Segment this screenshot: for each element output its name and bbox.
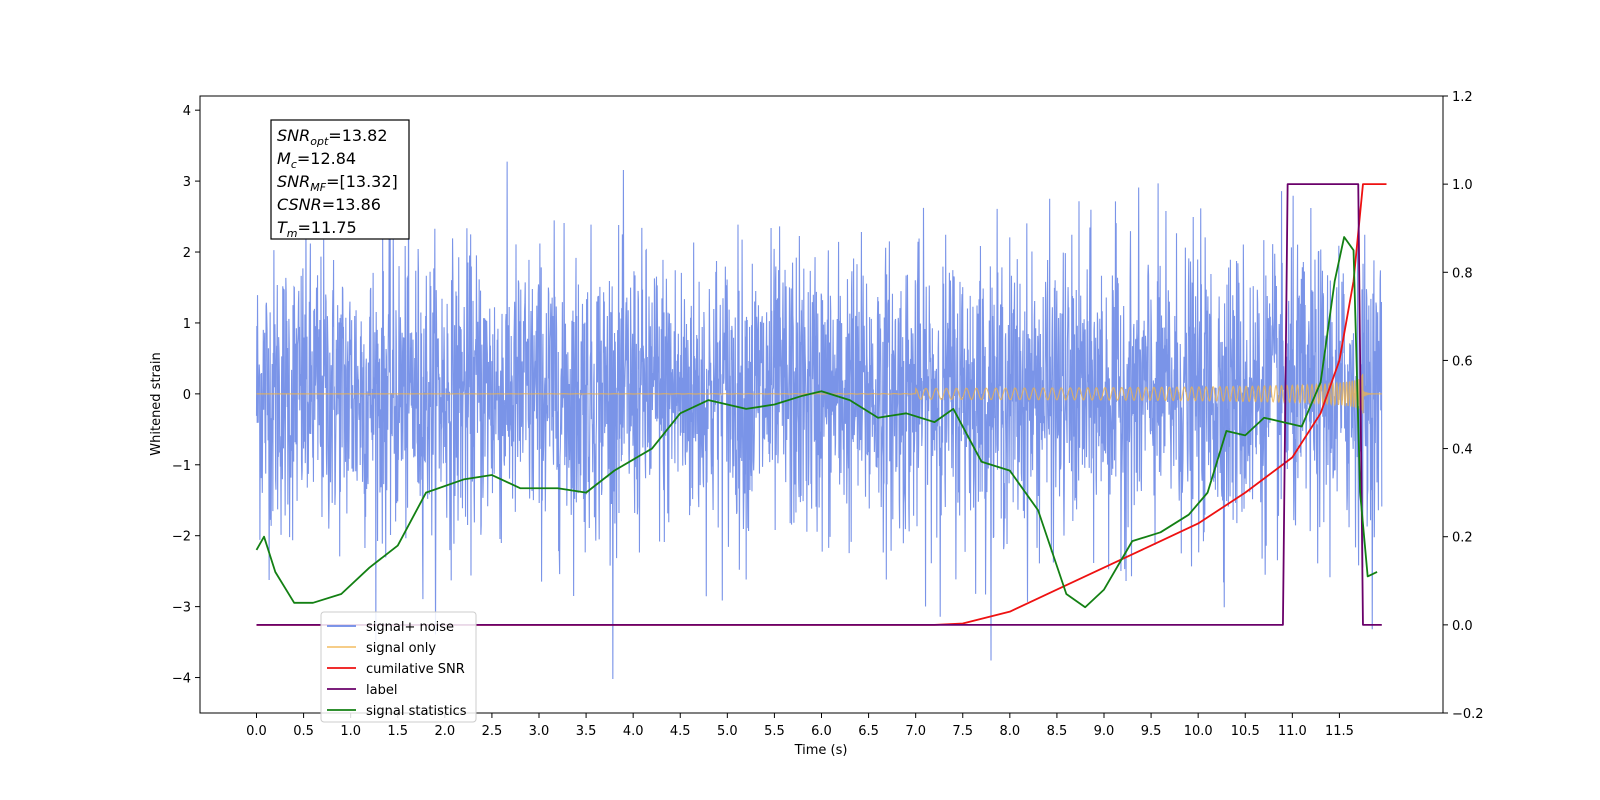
y2-tick-label: 0.6 [1452,354,1473,369]
y-tick-label: 4 [183,104,191,119]
y-tick-label: −2 [172,530,191,545]
annotation-line: Tm=11.75 [277,218,357,240]
y2-tick-label: 0.8 [1452,266,1473,281]
y-tick-label: −4 [172,672,191,687]
x-tick-label: 7.0 [905,724,926,739]
series-signal-only [256,373,1382,414]
x-tick-label: 8.0 [999,724,1020,739]
x-tick-label: 6.5 [858,724,879,739]
series-layer [255,161,1387,680]
x-tick-label: 4.5 [670,724,691,739]
y-tick-label: 2 [183,246,191,261]
x-tick-label: 4.0 [623,724,644,739]
series-cumulative-snr [256,183,1387,626]
y-axis-title: Whitened strain [149,352,164,455]
x-tick-label: 1.0 [340,724,361,739]
x-tick-label: 0.5 [293,724,314,739]
x-tick-label: 9.5 [1141,724,1162,739]
x-tick-label: 10.0 [1184,724,1213,739]
y2-tick-label: 0.0 [1452,619,1473,634]
x-tick-label: 1.5 [387,724,408,739]
x-tick-label: 5.5 [764,724,785,739]
x-axis-title: Time (s) [794,743,848,758]
x-tick-label: 2.0 [434,724,455,739]
legend-label: cumilative SNR [366,662,465,677]
annotation-box: SNRopt=13.82Mc=12.84SNRMF=[13.32]CSNR=13… [270,119,410,240]
x-tick-label: 6.0 [811,724,832,739]
y-tick-label: −1 [172,459,191,474]
y2-tick-label: 1.2 [1452,90,1473,105]
legend: signal+ noise signal only cumilative SNR la… [320,611,477,723]
y-tick-label: 0 [183,388,191,403]
x-tick-label: 10.5 [1231,724,1260,739]
x-tick-label: 5.0 [717,724,738,739]
legend-label: label [366,683,397,698]
series-signal-statistics [255,236,1378,609]
x-tick-label: 7.5 [952,724,973,739]
annotation-line: Mc=12.84 [277,149,356,171]
y-tick-label: 1 [183,317,191,332]
y-tick-label: 3 [183,175,191,190]
legend-label: signal only [366,641,436,656]
y2-tick-label: 0.4 [1452,443,1473,458]
x-tick-label: 3.0 [529,724,550,739]
y2-tick-label: −0.2 [1452,707,1484,722]
x-tick-label: 9.0 [1094,724,1115,739]
y2-tick-label: 0.2 [1452,531,1473,546]
y-tick-label: −3 [172,601,191,616]
axes-layer: 0.0 0.5 1.0 1.5 2.0 2.5 3.0 3.5 4.0 4.5 5.0 5.5 6.0 6… [172,90,1484,739]
series-signal-noise [255,161,1383,680]
legend-label: signal+ noise [366,620,454,635]
x-tick-label: 8.5 [1047,724,1068,739]
y2-tick-label: 1.0 [1452,178,1473,193]
x-tick-label: 11.5 [1325,724,1354,739]
annotation-line: SNRopt=13.82 [277,126,388,148]
annotation-line: CSNR=13.86 [277,195,381,214]
x-tick-label: 11.0 [1278,724,1307,739]
annotation-line: SNRMF=[13.32] [277,172,398,194]
x-tick-label: 2.5 [482,724,503,739]
series-label [256,183,1382,626]
x-tick-label: 0.0 [246,724,267,739]
x-tick-label: 3.5 [576,724,597,739]
legend-label: signal statistics [366,704,467,719]
